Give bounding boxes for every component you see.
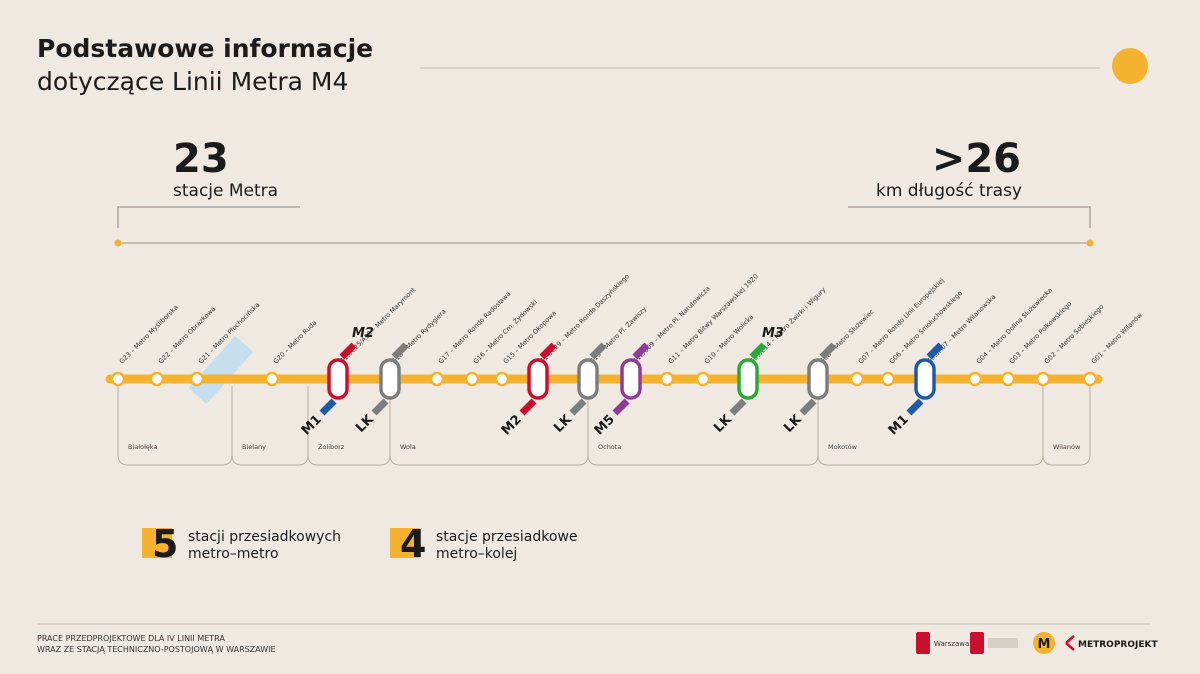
interchange-bar — [729, 398, 747, 416]
stat-value: >26 — [932, 136, 1021, 182]
interchange-badge: M3 — [762, 326, 784, 341]
legend-text: metro–metro — [188, 546, 279, 562]
bracket — [848, 206, 1091, 228]
logo-metro — [1033, 632, 1055, 654]
district-outline — [587, 386, 819, 466]
interchange-bar — [632, 342, 650, 360]
station — [429, 371, 445, 387]
interchange-bar — [339, 342, 357, 360]
interchange-badge: M2 — [352, 326, 374, 341]
station — [659, 371, 675, 387]
interchange-station — [914, 358, 936, 400]
interchange-bar — [819, 342, 837, 360]
interchange-bar — [749, 342, 767, 360]
interchange-bar — [612, 398, 630, 416]
interchange-bar — [569, 398, 587, 416]
district-name: Wilanów — [1053, 443, 1081, 451]
district-name: Wola — [400, 443, 416, 451]
district-name: Białołęka — [128, 443, 158, 451]
interchange-station — [807, 358, 829, 400]
station — [1000, 371, 1016, 387]
legend-text: metro–kolej — [436, 546, 517, 562]
district-outline — [389, 386, 589, 466]
station — [695, 371, 711, 387]
district-outline — [1042, 386, 1091, 466]
district-name: Bielany — [242, 443, 266, 451]
district-outline — [307, 386, 391, 466]
legend-icon — [390, 528, 420, 558]
district-outline — [817, 386, 1044, 466]
stat-label: stacje Metra — [173, 181, 278, 201]
legend-value: 4 — [400, 522, 426, 566]
bracket — [117, 206, 300, 228]
interchange-station — [379, 358, 401, 400]
legend-text: stacji przesiadkowych — [188, 529, 341, 545]
title: Podstawowe informacje — [37, 34, 373, 63]
district-name: Żoliborz — [318, 442, 345, 451]
interchange-bar — [906, 398, 924, 416]
footer-text: PRACE PRZEDPROJEKTOWE DLA IV LINII METRA — [37, 634, 225, 643]
logo-text: METROPROJEKT — [1078, 640, 1158, 650]
interchange-station — [327, 358, 349, 400]
station — [464, 371, 480, 387]
legend-item: 4 stacje przesiadkowe metro–kolej — [390, 522, 578, 566]
station — [1082, 371, 1098, 387]
station — [149, 371, 165, 387]
legend-icon — [142, 528, 172, 558]
district-name: Ochota — [598, 443, 621, 451]
span-dot — [1086, 239, 1094, 247]
interchange-bar — [371, 398, 389, 416]
interchange-station — [737, 358, 759, 400]
logo-mark — [1065, 635, 1075, 651]
interchange-bar — [799, 398, 817, 416]
span-dot — [114, 239, 122, 247]
legend-value: 5 — [152, 522, 178, 566]
header-dot — [1112, 48, 1148, 84]
tunnel-section — [188, 335, 254, 405]
interchange-station — [527, 358, 549, 400]
district-outline — [231, 386, 309, 466]
interchange-bar — [391, 342, 409, 360]
district-name: Mokotów — [828, 443, 858, 451]
legend-text: stacje przesiadkowe — [436, 529, 578, 545]
interchange-station — [577, 358, 599, 400]
interchange-bar — [539, 342, 557, 360]
legend-item: 5 stacji przesiadkowych metro–metro — [142, 522, 341, 566]
station — [849, 371, 865, 387]
footer-text: WRAZ ZE STACJĄ TECHNICZNO-POSTOJOWĄ W WA… — [37, 645, 276, 654]
logo-text: Warszawa — [934, 640, 969, 648]
stat-label: km długość trasy — [876, 181, 1022, 201]
station — [494, 371, 510, 387]
station — [880, 371, 896, 387]
logo-crest — [916, 632, 930, 654]
station — [110, 371, 126, 387]
interchange-bar — [519, 398, 537, 416]
station — [967, 371, 983, 387]
logo-metro-letter: M — [1038, 637, 1051, 652]
logo-crest — [970, 632, 984, 654]
district-outline — [117, 386, 233, 466]
station — [264, 371, 280, 387]
stat-value: 23 — [173, 136, 229, 182]
logo-text-block — [988, 638, 1018, 648]
subtitle: dotyczące Linii Metra M4 — [37, 67, 348, 96]
station — [1035, 371, 1051, 387]
interchange-bar — [319, 398, 337, 416]
interchange-bar — [926, 342, 944, 360]
station — [189, 371, 205, 387]
interchange-bar — [589, 342, 607, 360]
interchange-station — [620, 358, 642, 400]
